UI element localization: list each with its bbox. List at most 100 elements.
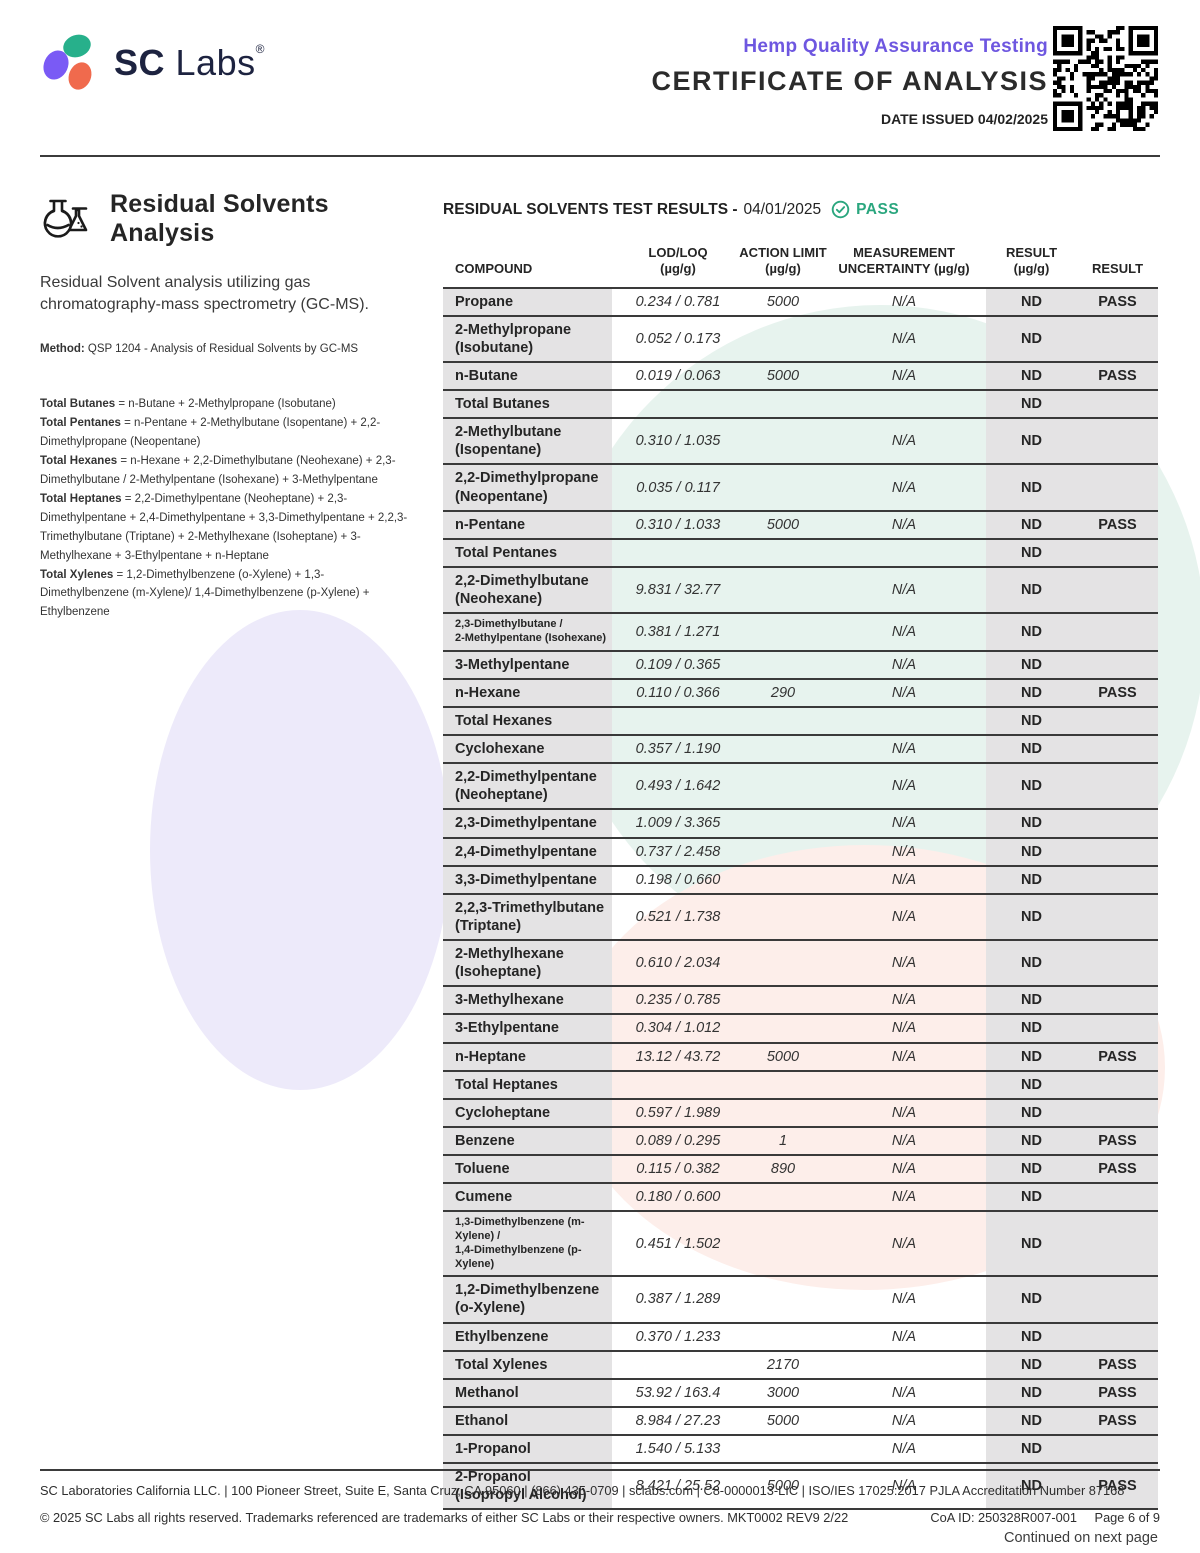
table-row: Ethylbenzene 0.370 / 1.233 N/A ND	[443, 1323, 1158, 1352]
table-row: Total Butanes ND	[443, 391, 1158, 420]
method-line: Method: QSP 1204 - Analysis of Residual …	[40, 343, 412, 355]
table-row: 3,3-Dimethylpentane 0.198 / 0.660 N/A ND	[443, 866, 1158, 895]
uncertainty-cell: N/A	[891, 1412, 917, 1429]
action-limit-cell	[738, 895, 828, 939]
method-label: Method:	[40, 342, 85, 355]
lodloq-cell: 0.052 / 0.173	[635, 330, 721, 347]
compound-cell: 2,2-Dimethylbutane (Neohexane)	[443, 567, 612, 613]
action-limit-cell	[738, 614, 828, 650]
brand-labs: Labs	[175, 42, 256, 83]
uncertainty-cell: N/A	[891, 479, 917, 496]
action-limit-cell	[738, 941, 828, 985]
table-row: n-Hexane 0.110 / 0.366 290 N/A ND PASS	[443, 679, 1158, 708]
date-issued: DATE ISSUED 04/02/2025	[880, 111, 1048, 127]
uncertainty-cell	[828, 708, 980, 734]
uncertainty-cell: N/A	[891, 330, 917, 347]
result-status-cell: PASS	[1077, 362, 1158, 389]
table-row: Cumene 0.180 / 0.600 N/A ND	[443, 1184, 1158, 1213]
table-row: 1,2-Dimethylbenzene (o-Xylene) 0.387 / 1.…	[443, 1277, 1158, 1324]
lodloq-cell: 1.540 / 5.133	[635, 1441, 721, 1458]
table-row: 2,3-Dimethylbutane /2-Methylpentane (Iso…	[443, 614, 1158, 652]
footer-right: CoA ID: 250328R007-001 Page 6 of 9	[916, 1510, 1160, 1525]
result-status-cell	[1077, 614, 1158, 650]
action-limit-cell: 5000	[766, 1478, 800, 1495]
compound-cell: 3-Methylhexane	[443, 987, 612, 1014]
uncertainty-cell	[828, 1072, 980, 1098]
method-text: QSP 1204 - Analysis of Residual Solvents…	[84, 342, 359, 355]
result-value-cell: ND	[986, 1212, 1077, 1276]
action-limit-cell	[738, 652, 828, 678]
result-status-cell	[1077, 987, 1158, 1014]
compound-cell: Propane	[443, 288, 612, 315]
result-value-cell: ND	[986, 1379, 1077, 1406]
action-limit-cell	[738, 867, 828, 893]
page-footer: SC Laboratories California LLC. | 100 Pi…	[40, 1469, 1160, 1525]
lodloq-cell: 0.198 / 0.660	[635, 871, 721, 888]
brand-text: SC Labs®	[114, 42, 265, 84]
compound-cell: 3,3-Dimethylpentane	[443, 866, 612, 893]
sclabs-logo-icon	[43, 34, 92, 90]
result-value-cell: ND	[986, 707, 1077, 734]
result-status-cell	[1077, 894, 1158, 939]
overall-status-badge: PASS	[856, 200, 900, 218]
table-row: 2-Methylbutane (Isopentane) 0.310 / 1.035…	[443, 419, 1158, 466]
results-table-header: COMPOUND LOD/LOQ (µg/g) ACTION LIMIT (µg/g) M…	[443, 245, 1158, 287]
action-limit-cell	[738, 708, 828, 734]
uncertainty-cell: N/A	[891, 656, 917, 673]
compound-cell: 2,3-Dimethylpentane	[443, 810, 612, 837]
action-limit-cell: 2170	[766, 1356, 800, 1373]
result-value-cell: ND	[986, 866, 1077, 893]
compound-cell: 1,3-Dimethylbenzene (m-Xylene) /1,4-Dime…	[443, 1212, 612, 1276]
uncertainty-cell: N/A	[891, 871, 917, 888]
action-limit-cell	[738, 1436, 828, 1462]
table-row: 2-Propanol (Isopropyl Alcohol) 8.421 / 25…	[443, 1464, 1158, 1511]
action-limit-cell	[738, 1015, 828, 1041]
result-status-cell	[1077, 1323, 1158, 1350]
uncertainty-cell: N/A	[891, 992, 917, 1009]
action-limit-cell	[738, 1100, 828, 1126]
column-header: RESULT	[1091, 261, 1144, 277]
result-status-cell	[1077, 736, 1158, 763]
uncertainty-cell: N/A	[891, 1441, 917, 1458]
result-value-cell: ND	[986, 465, 1077, 510]
result-value-cell: ND	[986, 987, 1077, 1014]
action-limit-cell: 5000	[766, 293, 800, 310]
result-status-cell	[1077, 651, 1158, 678]
table-row: Cycloheptane 0.597 / 1.989 N/A ND	[443, 1099, 1158, 1128]
totals-definition: Total Pentanes = n-Pentane + 2-Methylbut…	[40, 416, 381, 448]
action-limit-cell	[738, 1324, 828, 1350]
result-value-cell: ND	[986, 1464, 1077, 1509]
compound-cell: Methanol	[443, 1379, 612, 1406]
lodloq-cell: 9.831 / 32.77	[635, 582, 721, 598]
compound-cell: n-Heptane	[443, 1043, 612, 1070]
table-row: 3-Methylhexane 0.235 / 0.785 N/A ND	[443, 987, 1158, 1016]
result-status-cell	[1077, 539, 1158, 566]
table-row: n-Pentane 0.310 / 1.033 5000 N/A ND PASS	[443, 511, 1158, 540]
totals-definition: Total Hexanes = n-Hexane + 2,2-Dimethylb…	[40, 454, 396, 486]
table-row: Methanol 53.92 / 163.4 3000 N/A ND PASS	[443, 1379, 1158, 1408]
lodloq-cell: 13.12 / 43.72	[635, 1048, 721, 1065]
result-value-cell: ND	[986, 567, 1077, 613]
result-value-cell: ND	[986, 1436, 1077, 1463]
uncertainty-cell: N/A	[891, 1161, 917, 1178]
lodloq-cell: 0.109 / 0.365	[635, 656, 721, 673]
compound-cell: Cyclohexane	[443, 736, 612, 763]
result-value-cell: ND	[986, 651, 1077, 678]
table-row: Total Heptanes ND	[443, 1071, 1158, 1100]
compound-cell: Ethylbenzene	[443, 1323, 612, 1350]
table-row: 2,3-Dimethylpentane 1.009 / 3.365 N/A ND	[443, 810, 1158, 839]
action-limit-cell: 5000	[766, 367, 800, 384]
compound-cell: Cumene	[443, 1184, 612, 1211]
section-head: Residual Solvents Analysis	[40, 190, 412, 248]
lodloq-cell	[618, 708, 738, 734]
uncertainty-cell: N/A	[891, 1291, 917, 1308]
uncertainty-cell: N/A	[891, 843, 917, 860]
compound-cell: 2,3-Dimethylbutane /2-Methylpentane (Iso…	[443, 614, 612, 650]
uncertainty-cell: N/A	[891, 1020, 917, 1037]
action-limit-cell	[738, 764, 828, 808]
page-number: Page 6 of 9	[1094, 1510, 1160, 1525]
result-status-cell	[1077, 1212, 1158, 1276]
lodloq-cell: 8.421 / 25.52	[635, 1478, 721, 1495]
totals-definition: Total Heptanes = 2,2-Dimethylpentane (Ne…	[40, 492, 408, 562]
